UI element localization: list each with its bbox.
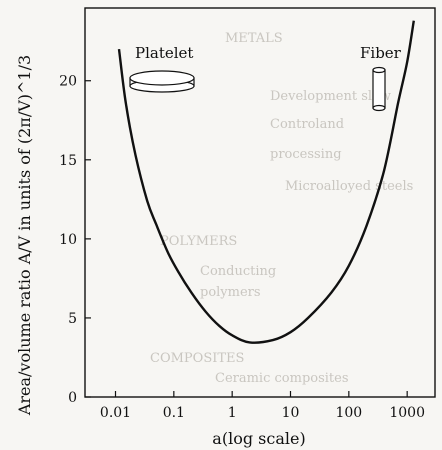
x-axis-ticks: 0.01 0.1 1 10 100 1000 xyxy=(100,391,425,421)
svg-text:COMPOSITES: COMPOSITES xyxy=(150,351,244,366)
svg-text:Controland: Controland xyxy=(270,117,344,132)
svg-text:Microalloyed steels: Microalloyed steels xyxy=(285,179,413,194)
y-axis-ticks: 0 5 10 15 20 xyxy=(59,74,91,406)
y-axis-label: Area/volume ratio A/V in units of (2π/V)… xyxy=(15,55,34,416)
svg-text:processing: processing xyxy=(270,147,342,162)
svg-text:Ceramic composites: Ceramic composites xyxy=(215,371,349,386)
y-tick-label: 10 xyxy=(59,232,77,248)
svg-text:Conducting: Conducting xyxy=(200,264,276,279)
svg-text:Development slow: Development slow xyxy=(270,89,391,104)
x-tick-label: 1000 xyxy=(389,405,425,421)
fiber-label: Fiber xyxy=(360,44,402,62)
fiber-annotation: Fiber xyxy=(360,44,402,112)
x-tick-label: 100 xyxy=(335,405,362,421)
x-axis-label: a(log scale) xyxy=(212,429,305,448)
y-tick-label: 5 xyxy=(68,311,77,327)
y-tick-label: 0 xyxy=(68,390,77,406)
y-tick-label: 20 xyxy=(59,74,77,90)
plot-frame xyxy=(84,7,436,398)
x-tick-label: 10 xyxy=(282,405,300,421)
x-tick-label: 1 xyxy=(228,405,237,421)
platelet-annotation: Platelet xyxy=(129,44,195,93)
fiber-cylinder-icon xyxy=(372,66,386,112)
x-tick-label: 0.01 xyxy=(100,405,131,421)
platelet-label: Platelet xyxy=(135,44,193,62)
background-show-through: METALS Development slow Controland proce… xyxy=(150,31,413,386)
x-tick-label: 0.1 xyxy=(163,405,185,421)
svg-text:METALS: METALS xyxy=(225,31,283,46)
svg-text:POLYMERS: POLYMERS xyxy=(160,234,237,249)
platelet-disk-icon xyxy=(129,70,195,93)
svg-text:polymers: polymers xyxy=(200,285,261,300)
y-tick-label: 15 xyxy=(59,153,77,169)
area-volume-curve xyxy=(117,20,415,344)
